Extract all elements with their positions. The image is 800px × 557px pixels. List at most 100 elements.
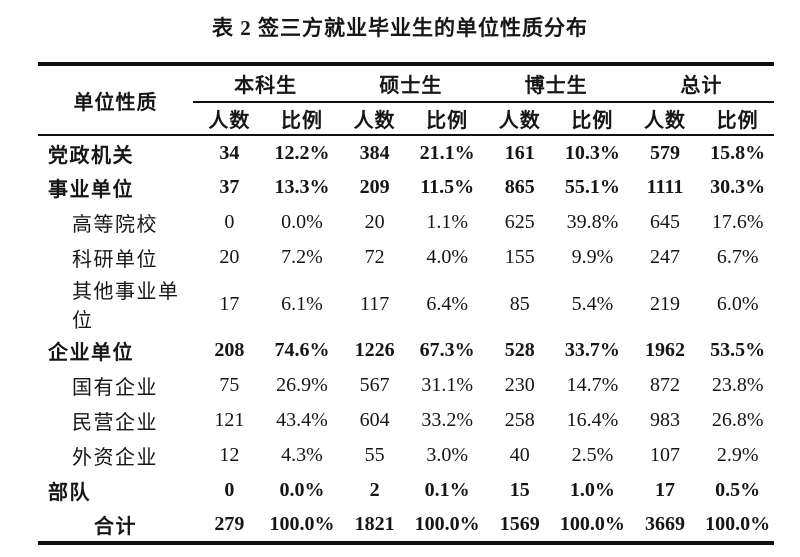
- cell-count: 155: [504, 246, 535, 268]
- row-label: 民营企业: [72, 412, 158, 434]
- cell-count: 1569: [499, 513, 540, 535]
- table-row: 事业单位 37 13.3% 209 11.5% 865 55.1% 1111 3…: [38, 170, 774, 205]
- cell-ratio: 6.4%: [426, 292, 469, 315]
- cell-ratio: 31.1%: [421, 374, 474, 396]
- cell-ratio: 6.7%: [716, 246, 759, 268]
- cell-ratio: 6.1%: [281, 292, 323, 315]
- cell-count: 15: [509, 479, 530, 501]
- cell-ratio: 15.8%: [710, 141, 766, 164]
- cell-ratio: 16.4%: [566, 409, 619, 431]
- cell-ratio: 3.0%: [426, 444, 469, 466]
- cell-ratio: 17.6%: [711, 211, 764, 233]
- cell-count: 34: [219, 141, 240, 164]
- cell-count: 107: [650, 444, 680, 466]
- cell-count: 645: [650, 211, 680, 233]
- subheader-ratio: 比例: [410, 102, 484, 136]
- cell-count: 258: [504, 409, 535, 431]
- table-header: 单位性质 本科生 硕士生 博士生 总计 人数 比例 人数 比例 人数 比例 人数…: [38, 64, 774, 136]
- subheader-ratio: 比例: [556, 102, 629, 136]
- row-label: 企业单位: [48, 342, 134, 364]
- table-row-total: 合计 279 100.0% 1821 100.0% 1569 100.0% 36…: [38, 508, 774, 543]
- cell-ratio: 5.4%: [571, 292, 614, 315]
- cell-ratio: 39.8%: [566, 211, 619, 233]
- cell-ratio: 11.5%: [420, 176, 475, 198]
- cell-ratio: 67.3%: [419, 339, 475, 361]
- cell-count: 230: [504, 374, 535, 396]
- cell-ratio: 4.3%: [281, 444, 323, 466]
- cell-count: 209: [359, 176, 390, 198]
- table-row: 高等院校 0 0.0% 20 1.1% 625 39.8% 645 17.6%: [38, 205, 774, 240]
- cell-count: 17: [219, 292, 240, 315]
- cell-count: 208: [214, 339, 245, 361]
- cell-ratio: 30.3%: [710, 176, 766, 198]
- cell-ratio: 4.0%: [426, 246, 469, 268]
- cell-count: 872: [650, 374, 680, 396]
- cell-count: 117: [359, 292, 390, 315]
- cell-count: 0: [224, 211, 235, 233]
- cell-count: 121: [214, 409, 245, 431]
- cell-count: 20: [219, 246, 240, 268]
- table-row: 外资企业 12 4.3% 55 3.0% 40 2.5% 107 2.9%: [38, 438, 774, 473]
- cell-count: 40: [509, 444, 530, 466]
- cell-count: 279: [214, 513, 245, 535]
- cell-ratio: 33.7%: [564, 339, 620, 361]
- cell-ratio: 13.3%: [274, 176, 330, 198]
- cell-ratio: 26.9%: [276, 374, 328, 396]
- cell-count: 161: [504, 141, 535, 164]
- subheader-ratio: 比例: [701, 102, 774, 136]
- cell-ratio: 33.2%: [421, 409, 474, 431]
- cell-count: 1962: [645, 339, 685, 361]
- cell-count: 247: [650, 246, 680, 268]
- cell-count: 2: [369, 479, 380, 501]
- cell-count: 1111: [646, 176, 684, 198]
- row-label: 其他事业单位: [72, 281, 180, 332]
- subheader-ratio: 比例: [265, 102, 339, 136]
- row-label: 部队: [48, 482, 91, 504]
- cell-ratio: 6.0%: [716, 292, 759, 315]
- cell-ratio: 0.0%: [281, 211, 323, 233]
- header-sub-row: 人数 比例 人数 比例 人数 比例 人数 比例: [38, 102, 774, 136]
- cell-ratio: 14.7%: [566, 374, 619, 396]
- cell-count: 72: [364, 246, 385, 268]
- cell-ratio: 74.6%: [274, 339, 330, 361]
- cell-count: 579: [650, 141, 680, 164]
- cell-ratio: 21.1%: [419, 141, 475, 164]
- row-label: 党政机关: [48, 144, 134, 167]
- row-label: 科研单位: [72, 249, 158, 271]
- cell-count: 20: [364, 211, 385, 233]
- row-label: 事业单位: [48, 179, 134, 201]
- cell-count: 528: [504, 339, 535, 361]
- table-row: 科研单位 20 7.2% 72 4.0% 155 9.9% 247 6.7%: [38, 240, 774, 275]
- subheader-count: 人数: [193, 102, 266, 136]
- cell-ratio: 9.9%: [571, 246, 614, 268]
- cell-ratio: 55.1%: [564, 176, 620, 198]
- cell-ratio: 23.8%: [711, 374, 764, 396]
- table-title: 表 2 签三方就业毕业生的单位性质分布: [212, 16, 588, 40]
- cell-count: 567: [359, 374, 390, 396]
- cell-ratio: 100.0%: [414, 513, 480, 535]
- table-body: 党政机关 34 12.2% 384 21.1% 161 10.3% 579 15…: [38, 135, 774, 543]
- cell-ratio: 100.0%: [269, 513, 335, 535]
- table-row: 其他事业单位 17 6.1% 117 6.4% 85 5.4% 219 6.0%: [38, 275, 774, 333]
- subheader-count: 人数: [628, 102, 702, 136]
- cell-count: 37: [219, 176, 240, 198]
- table-row: 民营企业 121 43.4% 604 33.2% 258 16.4% 983 2…: [38, 403, 774, 438]
- group-header-total: 总计: [628, 64, 774, 103]
- cell-count: 1226: [354, 339, 395, 361]
- cell-count: 17: [655, 479, 675, 501]
- group-header-undergraduate: 本科生: [193, 64, 339, 103]
- cell-count: 219: [650, 292, 680, 315]
- cell-ratio: 53.5%: [710, 339, 766, 361]
- cell-ratio: 1.1%: [426, 211, 469, 233]
- table-row: 党政机关 34 12.2% 384 21.1% 161 10.3% 579 15…: [38, 135, 774, 170]
- cell-count: 384: [359, 141, 390, 164]
- cell-ratio: 43.4%: [276, 409, 328, 431]
- cell-ratio: 100.0%: [705, 513, 771, 535]
- cell-count: 1821: [354, 513, 395, 535]
- cell-ratio: 7.2%: [281, 246, 323, 268]
- row-label: 外资企业: [72, 447, 158, 469]
- group-header-master: 硕士生: [338, 64, 484, 103]
- row-label: 高等院校: [72, 214, 158, 236]
- cell-ratio: 0.0%: [279, 479, 325, 501]
- cell-count: 625: [504, 211, 535, 233]
